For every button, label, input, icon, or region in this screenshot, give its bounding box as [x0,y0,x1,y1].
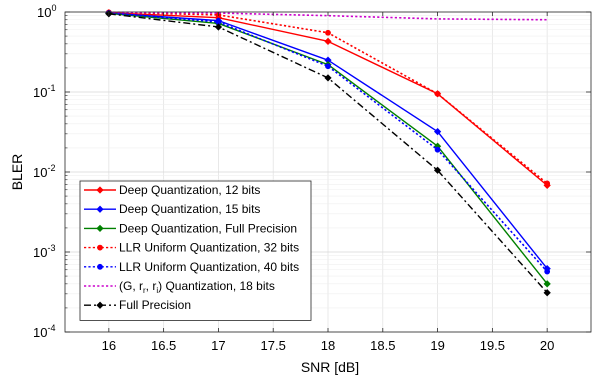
legend-swatch-marker [96,301,104,309]
legend-item: (G, rr, ri) Quantization, 18 bits [84,279,275,295]
legend-swatch-marker [96,186,104,194]
legend-swatch-marker [97,244,103,251]
legend-text-part: , r [146,279,157,293]
legend-item: Deep Quantization, 12 bits [84,183,260,197]
legend-subscript: i [156,286,158,295]
x-axis: 16 16.5 17 17.5 18 18.5 19 19.5 20 [102,12,554,353]
legend-box [79,180,312,321]
x-tick-label: 17 [211,338,225,353]
legend-label: Deep Quantization, 15 bits [119,202,260,216]
data-point [544,268,551,275]
legend-text-part: ) Quantization, 18 bits [158,279,275,293]
x-tick-label: 19 [430,338,444,353]
legend-label: LLR Uniform Quantization, 40 bits [119,260,299,274]
y-axis-label: BLER [9,154,25,191]
data-point [434,90,441,97]
legend-label: LLR Uniform Quantization, 32 bits [119,241,299,255]
series-3 [105,9,551,187]
x-tick-label: 16 [102,338,116,353]
y-tick-label: 10-4 [33,323,55,340]
x-tick-label: 19.5 [480,338,505,353]
series-6 [105,10,551,297]
y-tick-label: 10-1 [33,83,55,100]
y-tick-base: 10 [33,165,47,180]
legend-label: Deep Quantization, 12 bits [119,183,260,197]
data-point [214,23,223,31]
y-tick-exponent: -1 [47,83,55,93]
data-point [543,280,551,288]
y-tick-exponent: -3 [47,243,55,253]
y-tick-exponent: 0 [51,3,56,13]
y-tick-exponent: -4 [47,323,55,333]
y-tick-exponent: -2 [47,163,55,173]
legend-item: LLR Uniform Quantization, 40 bits [84,260,299,274]
data-point [434,146,441,153]
data-point [324,74,332,82]
y-tick-base: 10 [33,245,47,260]
series-layer [105,9,551,297]
series-line [108,11,548,21]
legend-subscript: r [143,286,146,295]
legend-text-part: (G, r [119,279,143,293]
y-tick-base: 10 [37,5,51,20]
legend-swatch-marker [96,205,104,213]
x-tick-label: 17.5 [261,338,286,353]
legend-item: LLR Uniform Quantization, 32 bits [84,241,299,255]
legend-label: (G, rr, ri) Quantization, 18 bits [119,279,275,295]
legend-label: Full Precision [119,298,191,312]
x-tick-label: 18.5 [370,338,395,353]
legend-item: Deep Quantization, Full Precision [84,221,297,235]
data-point [325,29,331,36]
x-tick-label: 16.5 [151,338,176,353]
data-point [433,127,442,136]
data-point [325,63,331,70]
legend-item: Full Precision [84,298,191,312]
legend-label: Deep Quantization, Full Precision [119,221,297,235]
data-point [544,180,551,187]
x-tick-label: 20 [540,338,554,353]
y-tick-base: 10 [33,325,47,340]
legend-items: Deep Quantization, 12 bits Deep Quantizat… [84,183,299,312]
data-point [433,166,442,174]
y-tick-base: 10 [33,85,47,100]
y-tick-label: 10-2 [33,163,55,180]
x-tick-label: 18 [321,338,335,353]
x-axis-label: SNR [dB] [301,359,359,375]
data-point [324,37,332,45]
y-tick-label: 10-3 [33,243,55,260]
series-5 [108,11,548,21]
data-point [543,289,551,297]
legend-swatch-marker [96,224,104,233]
legend-item: Deep Quantization, 15 bits [84,202,260,216]
y-tick-label: 100 [37,3,56,20]
legend-swatch-marker [97,263,103,270]
legend: Deep Quantization, 12 bits Deep Quantizat… [79,180,312,321]
